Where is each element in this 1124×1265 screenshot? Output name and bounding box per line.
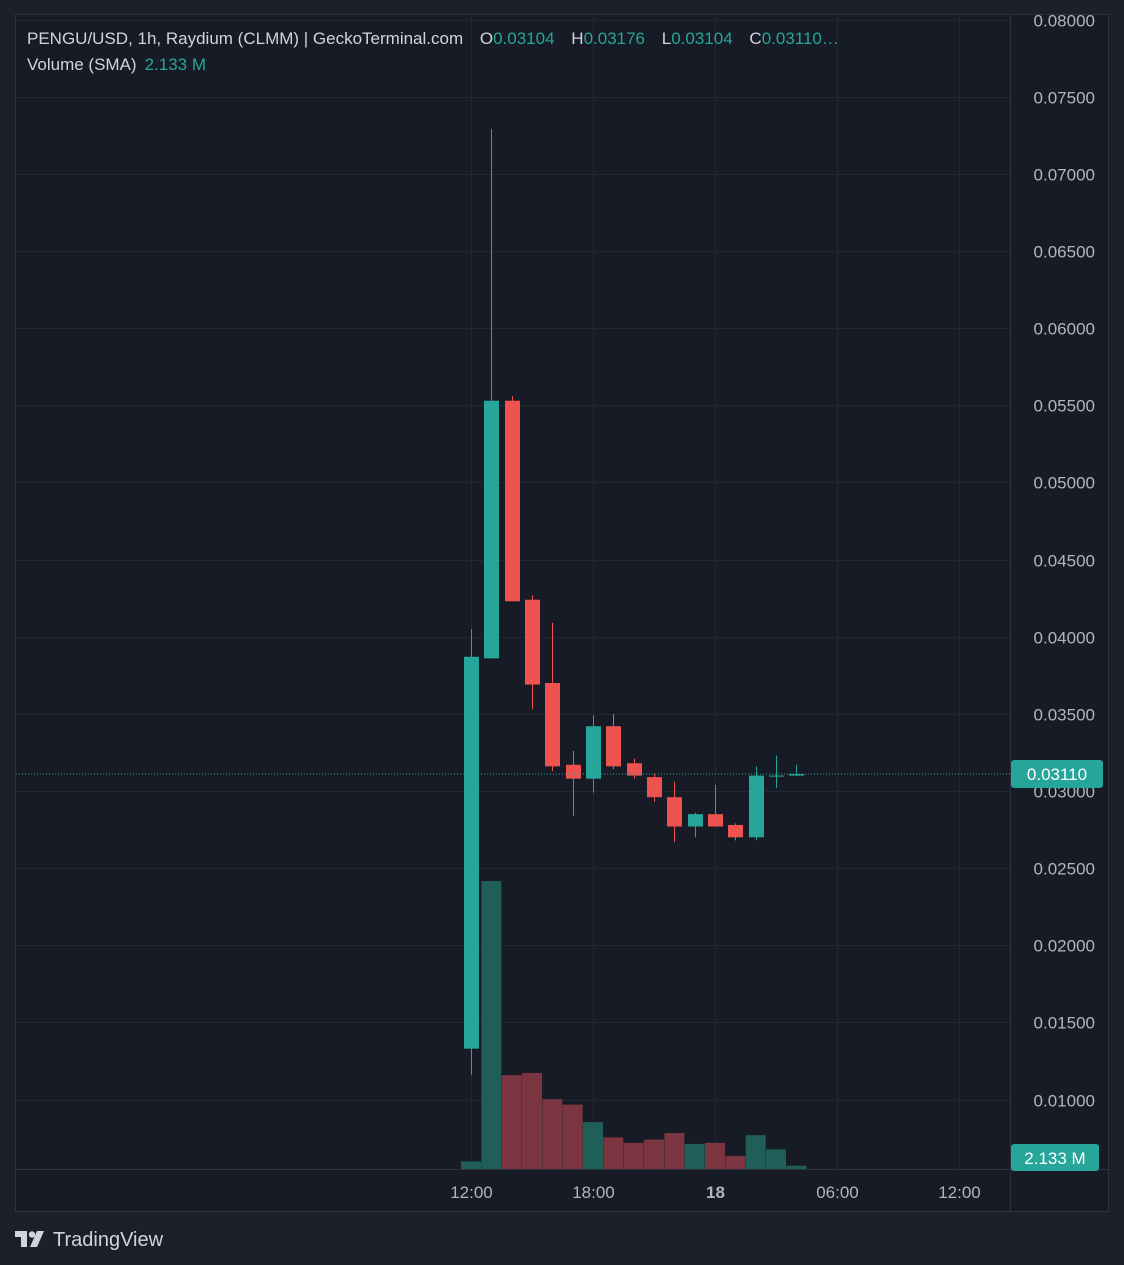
- x-tick-label: 12:00: [450, 1183, 493, 1202]
- y-tick-label: 0.04500: [1034, 552, 1095, 571]
- y-tick-label: 0.02000: [1034, 937, 1095, 956]
- y-tick-label: 0.08000: [1034, 12, 1095, 31]
- volume-bar: [766, 1149, 786, 1169]
- tradingview-icon: [15, 1231, 44, 1247]
- candle-body: [464, 656, 479, 1049]
- candle-body: [606, 726, 621, 767]
- x-tick-label: 06:00: [816, 1183, 859, 1202]
- y-tick-label: 0.03500: [1034, 706, 1095, 725]
- volume-bar: [705, 1142, 725, 1169]
- volume-tag: [1011, 1144, 1099, 1171]
- brand-name: TradingView: [53, 1228, 164, 1251]
- volume-bar: [542, 1099, 563, 1169]
- y-tick-label: 0.01000: [1034, 1092, 1095, 1111]
- candle-body: [749, 775, 764, 838]
- axes: 0.08000 0.07500 0.07000 0.06500 0.06000 0.055…: [16, 12, 1108, 1211]
- volume-bar: [522, 1073, 542, 1169]
- volume-bar: [501, 1075, 522, 1169]
- volume-label: Volume (SMA): [27, 55, 137, 74]
- candle-body: [627, 763, 642, 776]
- volume-bar: [623, 1142, 644, 1169]
- volume-bar: [461, 1161, 481, 1169]
- y-tick-label: 0.01500: [1034, 1014, 1095, 1033]
- y-tick-label: 0.06500: [1034, 243, 1095, 262]
- x-tick-label: 18: [706, 1183, 725, 1202]
- volume-bar: [664, 1133, 685, 1169]
- volume-bar: [644, 1139, 664, 1169]
- volume-value: 2.133 M: [144, 55, 207, 74]
- symbol-title: PENGU/USD, 1h, Raydium (CLMM) | GeckoTer…: [27, 29, 464, 48]
- volume-bar: [684, 1143, 705, 1169]
- price-tags: 0.03110 2.133 M: [1011, 760, 1103, 1171]
- high-key: H: [571, 29, 584, 48]
- volume-bar: [603, 1137, 624, 1169]
- y-tick-label: 0.07000: [1034, 166, 1095, 185]
- open-value: 0.03104: [493, 29, 555, 48]
- volume-bar: [745, 1135, 766, 1169]
- volume-legend: Volume (SMA) 2.133 M: [27, 55, 206, 75]
- x-tick-label: 12:00: [938, 1183, 981, 1202]
- volume-bar: [786, 1165, 807, 1169]
- chart-frame: [15, 14, 1109, 1212]
- candle-body: [484, 400, 499, 659]
- candles: [16, 129, 1010, 1075]
- candle-body: [647, 777, 662, 798]
- close-key: C: [749, 29, 762, 48]
- candle-body: [505, 400, 520, 602]
- candle-body: [789, 774, 804, 776]
- volume-bar: [725, 1155, 746, 1169]
- y-tick-label: 0.07500: [1034, 89, 1095, 108]
- candle-body: [586, 726, 601, 779]
- candle-body: [566, 764, 581, 779]
- last-price-tag: [1011, 760, 1103, 789]
- candle-body: [728, 824, 743, 838]
- y-tick-label: 0.05000: [1034, 474, 1095, 493]
- volume-bars: [461, 881, 807, 1169]
- y-tick-label: 0.02500: [1034, 860, 1095, 879]
- low-key: L: [661, 29, 672, 48]
- candle-body: [525, 599, 540, 685]
- y-tick-label: 0.06000: [1034, 320, 1095, 339]
- candle-body: [708, 814, 723, 827]
- x-tick-label: 18:00: [572, 1183, 615, 1202]
- low-value: 0.03104: [671, 29, 733, 48]
- candle-body: [769, 775, 784, 777]
- close-value: 0.03110…: [761, 29, 839, 48]
- y-tick-label: 0.05500: [1034, 397, 1095, 416]
- last-price-label: 0.03110: [1027, 765, 1087, 784]
- symbol-legend: PENGU/USD, 1h, Raydium (CLMM) | GeckoTer…: [27, 29, 839, 49]
- volume-bar: [481, 881, 502, 1169]
- y-tick-label: 0.04000: [1034, 629, 1095, 648]
- candle-body: [688, 814, 703, 827]
- grid-lines: [16, 15, 1010, 1169]
- candle-body: [545, 683, 560, 767]
- volume-bar: [583, 1122, 603, 1169]
- volume-bar: [562, 1104, 583, 1169]
- open-key: O: [479, 29, 494, 48]
- high-value: 0.03176: [583, 29, 646, 48]
- volume-tag-label: 2.133 M: [1024, 1149, 1085, 1168]
- candle-body: [667, 797, 682, 827]
- tradingview-logo[interactable]: TradingView: [15, 1228, 163, 1252]
